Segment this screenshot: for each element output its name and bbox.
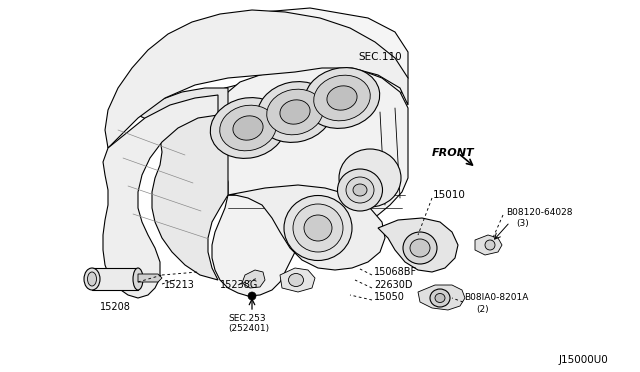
Ellipse shape [430, 289, 450, 307]
Polygon shape [138, 274, 162, 282]
Text: J15000U0: J15000U0 [558, 355, 608, 365]
Text: FRONT: FRONT [432, 148, 475, 158]
Ellipse shape [88, 272, 97, 286]
Polygon shape [242, 270, 265, 288]
Polygon shape [170, 8, 408, 192]
Text: B08120-64028: B08120-64028 [506, 208, 573, 217]
Ellipse shape [284, 196, 352, 260]
Ellipse shape [403, 232, 437, 264]
Ellipse shape [248, 292, 256, 300]
Polygon shape [280, 268, 315, 292]
Ellipse shape [267, 89, 323, 135]
Text: (3): (3) [516, 219, 529, 228]
Polygon shape [475, 235, 502, 255]
Ellipse shape [485, 240, 495, 250]
Polygon shape [378, 218, 458, 272]
Polygon shape [105, 10, 408, 148]
Ellipse shape [289, 273, 303, 286]
Ellipse shape [435, 294, 445, 302]
Ellipse shape [353, 184, 367, 196]
Ellipse shape [410, 239, 430, 257]
Polygon shape [418, 285, 465, 310]
Text: (252401): (252401) [228, 324, 269, 333]
Text: (2): (2) [476, 305, 488, 314]
Ellipse shape [133, 268, 143, 290]
Ellipse shape [293, 204, 343, 252]
Ellipse shape [346, 177, 374, 203]
Text: 22630D: 22630D [374, 280, 413, 290]
Ellipse shape [327, 86, 357, 110]
Text: 15213: 15213 [164, 280, 195, 290]
Polygon shape [108, 88, 228, 280]
Text: B08IA0-8201A: B08IA0-8201A [464, 293, 529, 302]
Ellipse shape [84, 268, 100, 290]
Ellipse shape [257, 81, 333, 142]
Ellipse shape [211, 97, 285, 158]
Text: SEC.110: SEC.110 [358, 52, 402, 62]
Text: 15238G: 15238G [220, 280, 259, 290]
Ellipse shape [337, 169, 383, 211]
Polygon shape [228, 185, 385, 270]
Text: 15010: 15010 [433, 190, 466, 200]
Ellipse shape [233, 116, 263, 140]
Ellipse shape [304, 215, 332, 241]
Text: SEC.253: SEC.253 [228, 314, 266, 323]
Text: 15068BF: 15068BF [374, 267, 417, 277]
Text: 15050: 15050 [374, 292, 405, 302]
Ellipse shape [304, 68, 380, 128]
Polygon shape [92, 268, 138, 290]
Polygon shape [212, 65, 408, 296]
Ellipse shape [280, 100, 310, 124]
Ellipse shape [314, 75, 371, 121]
Text: 15208: 15208 [100, 302, 131, 312]
Ellipse shape [220, 105, 276, 151]
Ellipse shape [339, 149, 401, 207]
Polygon shape [103, 95, 218, 298]
